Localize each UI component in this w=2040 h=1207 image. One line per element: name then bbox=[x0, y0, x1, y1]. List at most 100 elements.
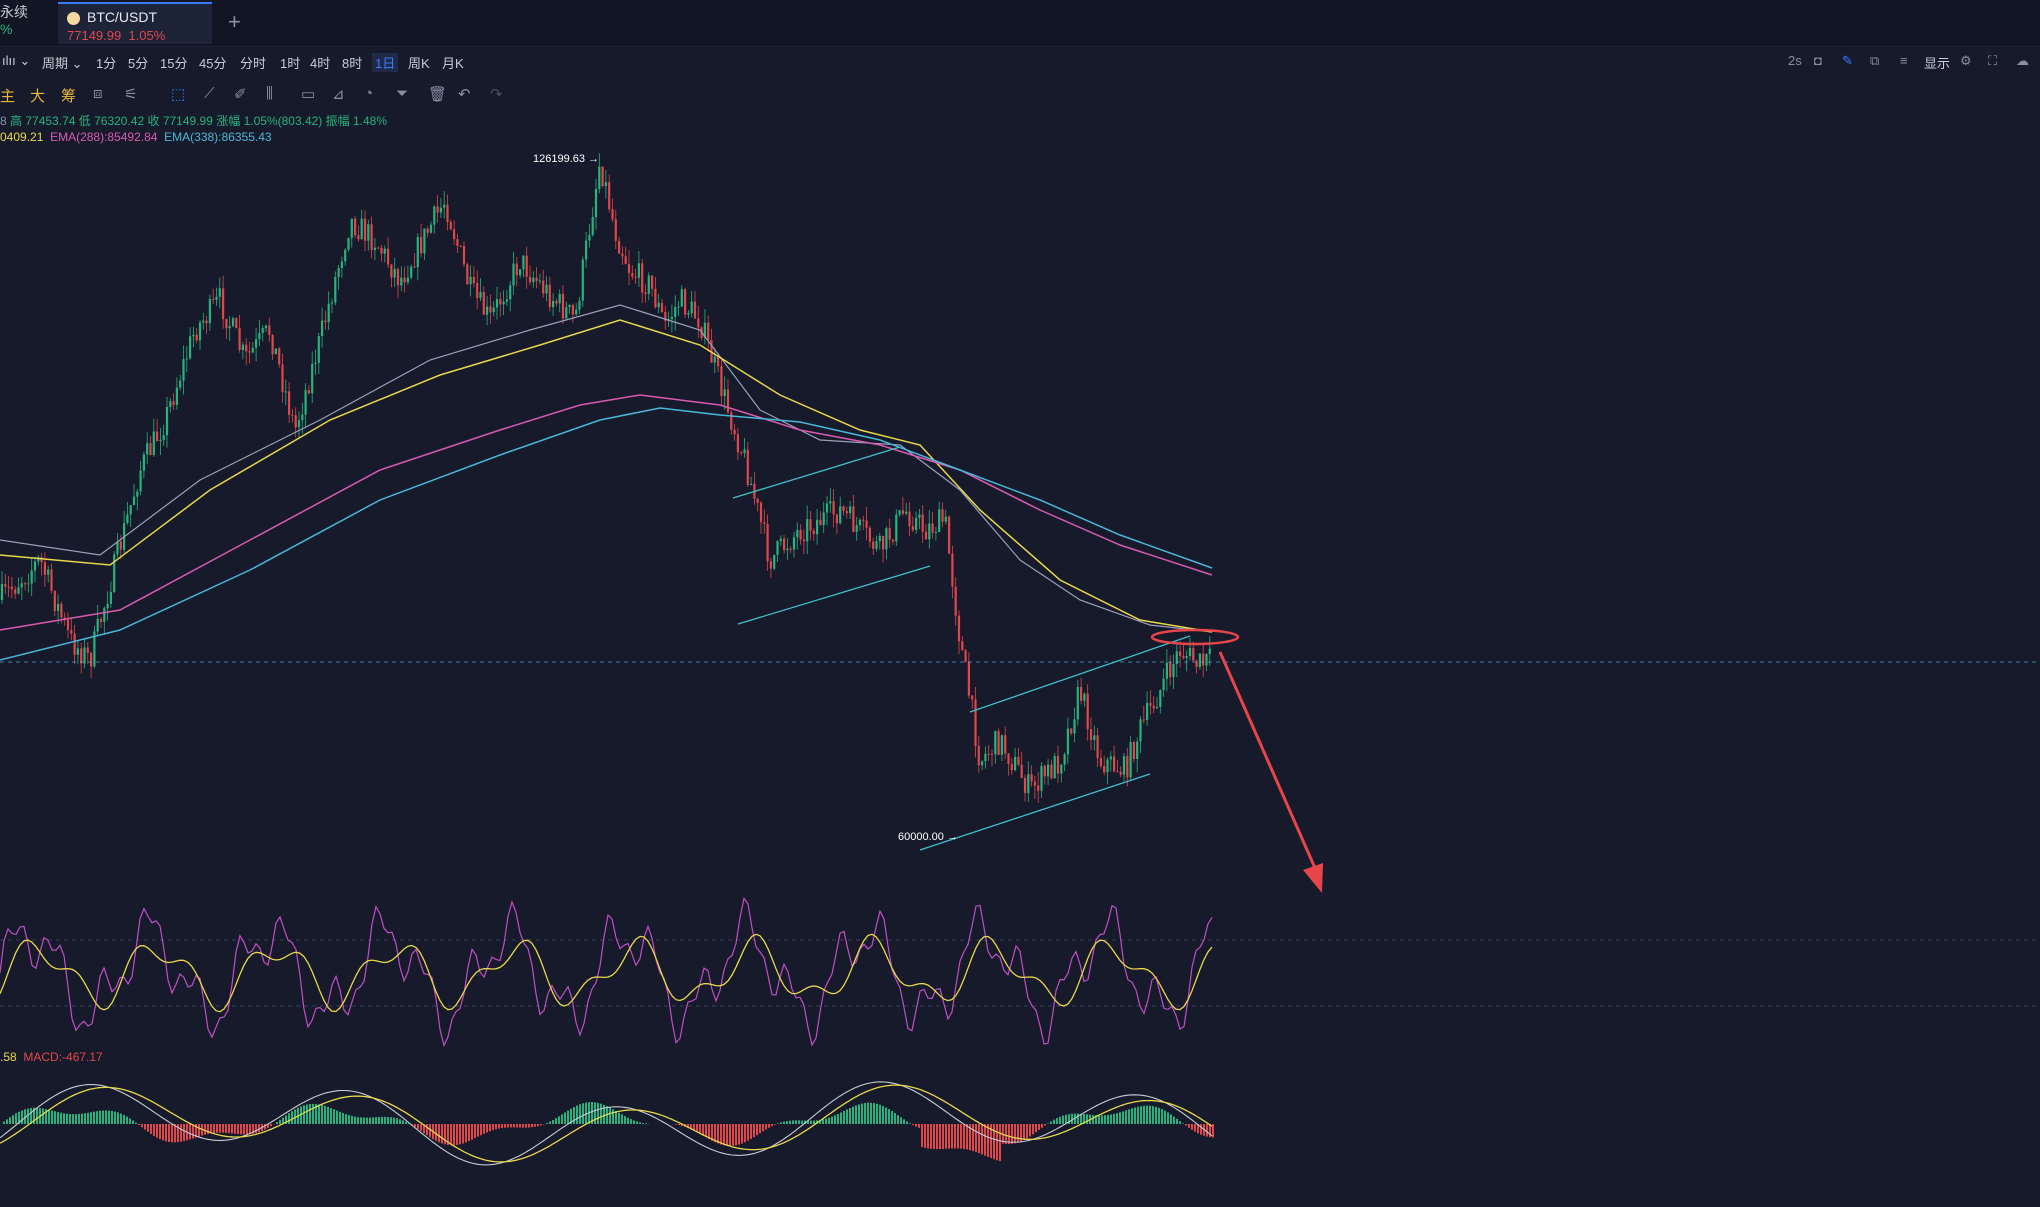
candle-body bbox=[588, 234, 591, 241]
candle-body bbox=[756, 498, 759, 503]
clipboard-icon[interactable]: ▭ bbox=[301, 86, 316, 103]
menu-icon[interactable]: ≡ bbox=[1900, 53, 1908, 68]
redo-icon[interactable]: ↷ bbox=[490, 86, 503, 103]
main-indicator-button[interactable]: 主 bbox=[0, 88, 16, 105]
macd-bar bbox=[639, 1122, 641, 1124]
interval-1d[interactable]: 1日 bbox=[372, 53, 399, 72]
interval-8h[interactable]: 8时 bbox=[342, 56, 363, 71]
macd-bar bbox=[1038, 1124, 1040, 1130]
macd-bar bbox=[231, 1124, 233, 1134]
candle-body bbox=[1063, 754, 1066, 765]
undo-icon[interactable]: ↶ bbox=[458, 86, 471, 103]
candle-body bbox=[443, 204, 446, 208]
add-tab-icon[interactable]: + bbox=[228, 9, 241, 34]
interval-month[interactable]: 月K bbox=[442, 56, 464, 71]
macd-bar bbox=[576, 1105, 578, 1124]
indicator-toggle-icon[interactable]: ⚟ bbox=[124, 86, 138, 103]
tab-btc-usdt[interactable]: BTC/USDT 77149.99 1.05% bbox=[58, 2, 212, 44]
macd-bar bbox=[258, 1124, 260, 1133]
macd-bar bbox=[831, 1116, 833, 1124]
candle-body bbox=[951, 553, 954, 587]
magnet-icon[interactable]: ◔ bbox=[364, 85, 374, 102]
down-arrow-shaft[interactable] bbox=[1218, 651, 1317, 869]
cloud-icon[interactable]: ☁ bbox=[2016, 53, 2029, 68]
chart-type-button[interactable]: ılıı ⌄ bbox=[2, 53, 31, 68]
candle-body bbox=[957, 615, 961, 642]
candle-body bbox=[621, 253, 624, 257]
interval-4h[interactable]: 4时 bbox=[310, 56, 331, 71]
macd-bar bbox=[771, 1124, 773, 1127]
macd-bar bbox=[234, 1124, 236, 1134]
macd-bar bbox=[252, 1124, 254, 1134]
settings-icon[interactable]: ⚙ bbox=[1960, 53, 1972, 68]
pen-icon[interactable]: ✎ bbox=[1842, 53, 1853, 68]
macd-bar bbox=[30, 1108, 32, 1124]
fullscreen-icon[interactable]: ⛶ bbox=[1988, 53, 1998, 68]
interval-1m[interactable]: 1分 bbox=[96, 56, 117, 71]
interval-45m[interactable]: 45分 bbox=[199, 56, 227, 71]
channel-1-upper[interactable] bbox=[732, 446, 901, 499]
macd-bar bbox=[249, 1124, 251, 1135]
macd-prefix: .58 bbox=[0, 1050, 17, 1064]
macd-bar bbox=[1176, 1118, 1178, 1124]
interval-week[interactable]: 周K bbox=[408, 56, 430, 71]
macd-bar bbox=[303, 1105, 305, 1124]
macd-bar bbox=[1008, 1124, 1010, 1145]
macd-bar bbox=[975, 1124, 977, 1153]
macd-histogram bbox=[3, 1102, 1214, 1162]
measure-icon[interactable]: ⊿ bbox=[332, 86, 345, 103]
display-button[interactable]: 显示 bbox=[1924, 56, 1951, 71]
macd-bar bbox=[915, 1124, 917, 1127]
brush-tool-icon[interactable]: ✐ bbox=[234, 86, 247, 103]
candle-body bbox=[852, 506, 855, 532]
big-order-button[interactable]: 大 bbox=[30, 88, 46, 105]
macd-bar bbox=[66, 1113, 68, 1124]
macd-bar bbox=[768, 1124, 770, 1128]
chip-distribution-button[interactable]: 筹 bbox=[61, 88, 77, 105]
interval-5m[interactable]: 5分 bbox=[128, 56, 149, 71]
interval-timeline[interactable]: 分时 bbox=[240, 56, 267, 71]
candle-body bbox=[736, 434, 739, 453]
cursor-tool-icon[interactable]: ⬚ bbox=[171, 86, 186, 103]
candle-body bbox=[330, 302, 334, 304]
channel-2-upper[interactable] bbox=[969, 635, 1191, 713]
refresh-interval[interactable]: 2s bbox=[1788, 53, 1802, 68]
macd-bar bbox=[1005, 1124, 1007, 1145]
macd-bar bbox=[1146, 1105, 1148, 1124]
candle-body bbox=[1033, 781, 1036, 786]
channel-2-lower[interactable] bbox=[919, 773, 1151, 851]
candle-pattern-icon[interactable]: ⫼ bbox=[266, 85, 273, 102]
delete-icon[interactable]: 🗑 bbox=[428, 86, 448, 103]
candle-body bbox=[334, 276, 337, 303]
candle-body bbox=[875, 541, 878, 549]
period-dropdown[interactable]: 周期 ⌄ bbox=[42, 56, 83, 71]
candle-body bbox=[495, 299, 499, 308]
line-tool-icon[interactable]: ⟋ bbox=[204, 85, 215, 102]
compare-icon[interactable]: ⧈ bbox=[93, 85, 103, 102]
candle-body bbox=[759, 502, 763, 523]
macd-bar bbox=[783, 1121, 785, 1124]
macd-bar bbox=[309, 1104, 311, 1124]
macd-bar bbox=[912, 1124, 914, 1126]
filter-icon[interactable]: ⏷ bbox=[396, 85, 409, 102]
camera-icon[interactable]: ◘ bbox=[1814, 53, 1822, 68]
candle-body bbox=[651, 275, 654, 289]
macd-bar bbox=[552, 1119, 554, 1124]
channel-1-lower[interactable] bbox=[737, 565, 931, 625]
popout-icon[interactable]: ⧉ bbox=[1870, 53, 1880, 68]
candle-body bbox=[146, 443, 149, 455]
candle-body bbox=[977, 746, 980, 766]
candle-body bbox=[377, 247, 380, 249]
macd-bar bbox=[411, 1124, 413, 1126]
macd-bar bbox=[141, 1124, 143, 1128]
candle-body bbox=[462, 245, 466, 265]
candle-body bbox=[159, 439, 162, 442]
candle-body bbox=[1093, 735, 1096, 741]
resistance-circle[interactable] bbox=[1150, 628, 1240, 646]
interval-15m[interactable]: 15分 bbox=[160, 56, 188, 71]
macd-bar bbox=[678, 1124, 680, 1126]
macd-bar bbox=[1101, 1115, 1103, 1124]
tab-previous[interactable]: 永续 % bbox=[0, 4, 28, 38]
interval-1h[interactable]: 1时 bbox=[280, 56, 301, 71]
